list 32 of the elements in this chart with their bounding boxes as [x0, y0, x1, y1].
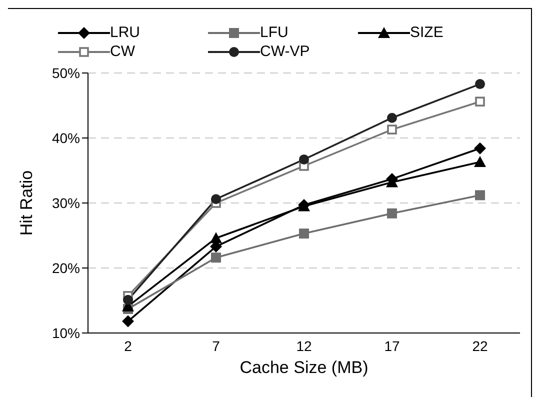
point — [387, 124, 397, 134]
point — [299, 228, 309, 239]
legend-label: CW-VP — [260, 43, 310, 60]
legend-label: SIZE — [410, 24, 444, 41]
y-tick-label: 20% — [52, 260, 80, 276]
point — [475, 79, 485, 90]
legend-label: LFU — [260, 24, 288, 41]
point — [387, 112, 397, 123]
point — [474, 156, 486, 168]
y-tick-label: 10% — [52, 324, 80, 341]
x-tick-label: 22 — [472, 338, 488, 354]
legend-label: LRU — [110, 24, 140, 41]
y-tick-label: 40% — [52, 130, 80, 146]
x-tick-label: 7 — [212, 338, 220, 354]
point — [123, 294, 133, 305]
point — [211, 252, 221, 263]
y-tick-label: 50% — [52, 64, 80, 81]
x-axis-title: Cache Size (MB) — [240, 358, 368, 377]
x-tick-label: 12 — [296, 338, 312, 354]
point — [299, 154, 309, 164]
point — [210, 232, 222, 244]
y-axis-title: Hit Ratio — [17, 170, 36, 236]
y-tick-label: 30% — [52, 194, 80, 211]
legend-label: CW — [110, 43, 135, 60]
point — [387, 208, 397, 218]
point — [122, 315, 134, 328]
x-tick-label: 17 — [384, 338, 400, 354]
point — [474, 142, 486, 154]
point — [211, 194, 221, 204]
point — [475, 96, 485, 106]
point — [475, 190, 485, 200]
x-tick-label: 2 — [124, 338, 132, 354]
